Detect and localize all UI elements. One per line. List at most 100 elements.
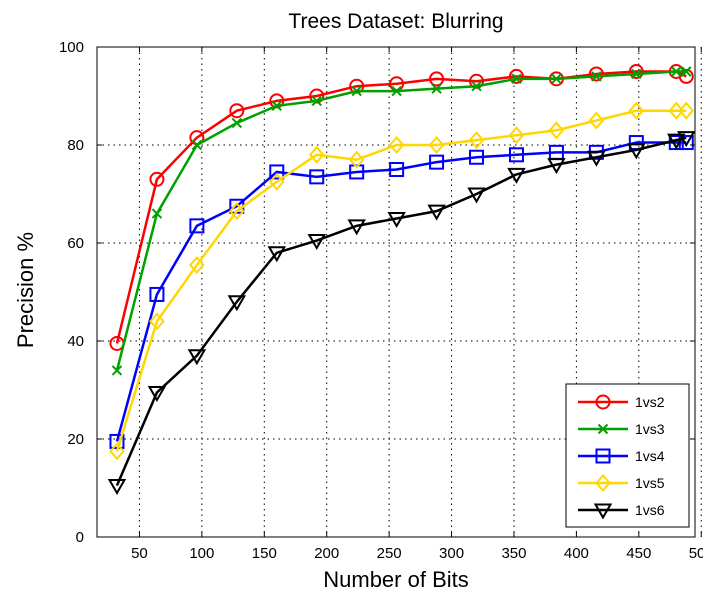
data-point-1vs3 — [511, 73, 522, 85]
legend-item-1vs5: 1vs5 — [578, 473, 665, 493]
y-tick-label: 40 — [67, 333, 84, 350]
data-point-1vs3 — [471, 80, 482, 92]
series-line-1vs3 — [115, 70, 687, 371]
legend-label: 1vs6 — [635, 502, 665, 518]
data-point-1vs3 — [231, 117, 243, 129]
data-point-1vs3 — [591, 71, 602, 82]
y-tick-label: 20 — [67, 431, 84, 448]
data-point-1vs5 — [348, 150, 365, 169]
legend-marker — [597, 423, 609, 435]
data-point-1vs3 — [391, 85, 402, 97]
data-point-1vs5 — [149, 312, 165, 331]
data-point-1vs6 — [347, 219, 366, 236]
data-point-1vs2 — [429, 71, 445, 87]
series-line-1vs4 — [115, 141, 687, 442]
data-point-1vs6 — [547, 158, 566, 175]
y-tick-label: 100 — [59, 39, 84, 56]
x-tick-label: 450 — [626, 545, 651, 562]
y-tick-label: 80 — [67, 137, 84, 154]
y-axis-label: Precision % — [13, 232, 38, 348]
data-point-1vs5 — [308, 145, 325, 164]
data-point-1vs5 — [508, 126, 525, 145]
data-point-1vs6 — [467, 187, 486, 204]
x-tick-label: 350 — [501, 545, 526, 562]
data-point-1vs4 — [189, 218, 205, 234]
legend-marker — [595, 448, 611, 464]
series-group — [107, 64, 696, 496]
y-tick-label: 0 — [76, 529, 84, 546]
data-point-1vs6 — [147, 385, 167, 402]
data-point-1vs4 — [349, 164, 365, 180]
x-tick-label: 100 — [189, 545, 214, 562]
data-point-1vs4 — [429, 154, 445, 170]
data-point-1vs6 — [107, 479, 127, 496]
y-tick-label: 60 — [67, 235, 84, 252]
data-point-1vs3 — [311, 95, 322, 107]
x-tick-label: 300 — [439, 545, 464, 562]
data-point-1vs3 — [671, 66, 682, 77]
data-point-1vs5 — [189, 256, 205, 275]
data-point-1vs6 — [587, 150, 606, 167]
series-line-1vs6 — [115, 136, 687, 487]
data-point-1vs3 — [351, 85, 362, 97]
data-point-1vs3 — [631, 68, 642, 80]
data-point-1vs5 — [388, 135, 405, 155]
data-point-1vs4 — [309, 169, 325, 185]
data-point-1vs4 — [149, 286, 165, 302]
data-point-1vs6 — [227, 295, 247, 312]
data-point-1vs2 — [508, 68, 524, 84]
data-point-1vs2 — [269, 93, 285, 109]
series-1vs3 — [111, 66, 692, 376]
x-axis-label: Number of Bits — [323, 567, 469, 592]
data-point-1vs6 — [387, 212, 406, 229]
data-point-1vs5 — [468, 131, 485, 150]
legend-label: 1vs2 — [635, 394, 665, 410]
data-point-1vs6 — [307, 234, 326, 251]
data-point-1vs2 — [469, 73, 485, 89]
data-point-1vs4 — [469, 149, 485, 165]
legend-marker — [595, 473, 611, 493]
data-point-1vs5 — [588, 111, 605, 130]
legend-label: 1vs3 — [635, 421, 665, 437]
legend: 1vs2 1vs3 1vs4 1vs5 1vs6 — [565, 383, 690, 528]
data-point-1vs5 — [229, 202, 245, 221]
x-tick-label: 500 — [689, 545, 703, 562]
data-point-1vs5 — [109, 442, 125, 461]
data-point-1vs5 — [548, 121, 565, 140]
x-tick-label: 50 — [131, 545, 148, 562]
data-point-1vs3 — [151, 208, 163, 219]
series-1vs5 — [109, 101, 695, 461]
data-point-1vs2 — [628, 64, 644, 79]
data-point-1vs5 — [628, 101, 645, 120]
data-point-1vs4 — [508, 147, 524, 163]
data-point-1vs2 — [588, 66, 604, 82]
data-point-1vs6 — [667, 133, 686, 150]
legend-label: 1vs5 — [635, 475, 665, 491]
x-tick-label: 150 — [252, 545, 277, 562]
data-point-1vs3 — [431, 83, 442, 94]
series-line-1vs5 — [115, 109, 687, 452]
data-point-1vs5 — [678, 101, 695, 120]
data-point-1vs2 — [309, 88, 325, 104]
legend-item-1vs3: 1vs3 — [578, 421, 665, 437]
data-point-1vs6 — [267, 246, 287, 263]
data-point-1vs2 — [229, 103, 245, 119]
data-point-1vs3 — [111, 365, 123, 376]
series-1vs2 — [109, 64, 694, 351]
data-point-1vs4 — [389, 162, 405, 177]
data-point-1vs5 — [428, 135, 445, 155]
data-point-1vs6 — [187, 349, 207, 366]
data-point-1vs6 — [627, 143, 646, 160]
x-tick-label: 250 — [377, 545, 402, 562]
data-point-1vs5 — [268, 172, 285, 191]
series-line-1vs2 — [115, 70, 687, 344]
data-point-1vs6 — [427, 204, 446, 221]
data-point-1vs4 — [269, 164, 285, 180]
data-point-1vs2 — [349, 78, 365, 94]
plot-area-frame — [96, 46, 696, 538]
legend-label: 1vs4 — [635, 448, 665, 464]
data-point-1vs3 — [271, 100, 282, 112]
legend-marker — [593, 503, 613, 520]
data-point-1vs6 — [507, 167, 526, 184]
